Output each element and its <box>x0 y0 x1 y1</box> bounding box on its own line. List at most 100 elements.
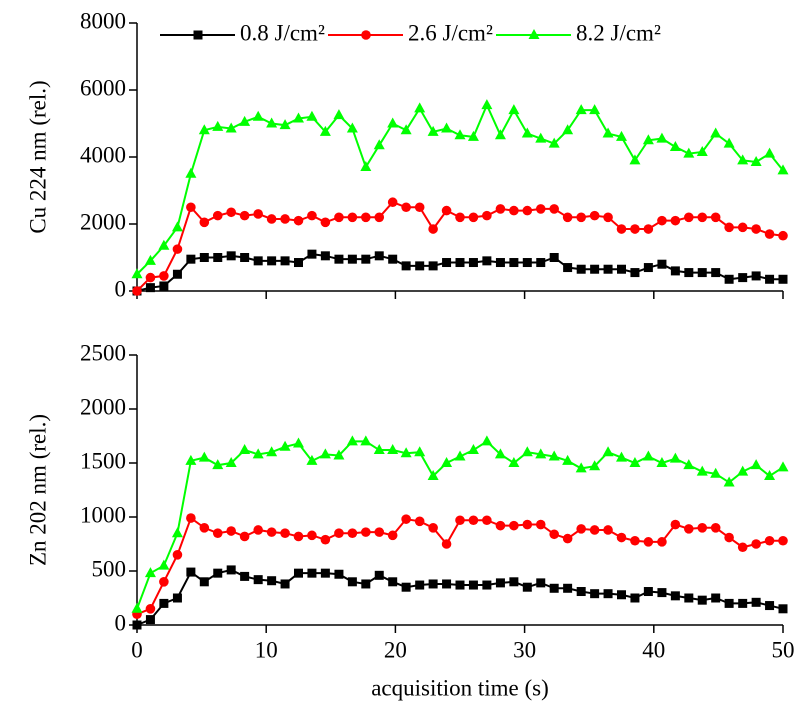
data-point <box>361 579 371 589</box>
data-point <box>212 210 223 221</box>
data-point <box>307 210 317 221</box>
data-point <box>212 120 224 131</box>
data-point <box>428 579 438 589</box>
data-point <box>455 580 465 590</box>
data-point <box>159 598 169 608</box>
data-point <box>307 249 317 259</box>
x-tick-label: 0 <box>131 637 143 662</box>
data-point <box>617 590 626 600</box>
data-point <box>509 577 519 587</box>
data-point <box>657 537 667 547</box>
data-point <box>657 588 667 598</box>
data-point <box>751 224 761 234</box>
data-point <box>226 251 236 261</box>
data-point <box>415 261 425 271</box>
data-point <box>562 533 573 544</box>
data-point <box>536 258 546 268</box>
data-point <box>374 527 385 537</box>
data-point <box>684 212 694 223</box>
data-point <box>319 448 331 459</box>
x-tick-label: 40 <box>642 637 665 662</box>
data-point <box>521 127 533 138</box>
data-point <box>400 447 412 458</box>
data-point <box>764 535 775 546</box>
data-point <box>590 589 600 599</box>
data-point <box>441 539 452 549</box>
x-tick-label: 20 <box>384 637 407 662</box>
data-point <box>630 224 640 234</box>
data-point <box>738 273 748 283</box>
data-point <box>764 229 775 239</box>
data-point <box>683 459 695 470</box>
data-point <box>563 583 573 593</box>
data-point <box>267 576 277 586</box>
data-point <box>549 529 559 540</box>
data-point <box>414 446 426 457</box>
data-point <box>468 212 479 223</box>
data-point <box>172 244 183 254</box>
legend-marker <box>193 30 203 40</box>
data-point <box>589 104 601 115</box>
data-point <box>468 515 479 526</box>
data-point <box>320 217 331 228</box>
data-point <box>657 215 667 226</box>
data-point <box>710 212 721 223</box>
data-point <box>481 435 493 446</box>
data-point <box>711 593 721 603</box>
data-point <box>455 515 465 526</box>
data-point <box>589 460 601 471</box>
data-point <box>562 454 574 465</box>
data-point <box>401 582 411 592</box>
data-point <box>266 527 277 537</box>
data-point <box>468 580 478 590</box>
data-point <box>226 207 236 218</box>
legend-label: 8.2 J/cm² <box>576 20 661 45</box>
data-point <box>199 217 210 228</box>
data-point <box>252 110 264 121</box>
legend-label: 2.6 J/cm² <box>408 20 493 45</box>
data-point <box>185 167 197 178</box>
data-point <box>576 587 586 597</box>
data-point <box>239 210 250 221</box>
data-point <box>629 457 641 467</box>
data-point <box>482 210 492 221</box>
data-point <box>616 130 627 141</box>
data-point <box>240 571 250 581</box>
data-point <box>226 526 236 536</box>
data-point <box>401 202 411 213</box>
data-point <box>576 524 586 534</box>
data-point <box>481 99 493 110</box>
y-axis-label: Cu 224 nm (rel.) <box>25 80 50 233</box>
data-point <box>603 589 613 599</box>
data-point <box>239 115 251 126</box>
data-point <box>320 251 330 261</box>
data-point <box>535 132 547 143</box>
data-point <box>764 469 776 480</box>
data-point <box>643 537 654 547</box>
data-point <box>603 212 613 223</box>
data-point <box>145 272 156 283</box>
x-axis-label: acquisition time (s) <box>371 675 549 700</box>
data-point <box>293 531 304 542</box>
data-point <box>684 593 694 603</box>
data-point <box>333 109 345 120</box>
y-tick-label: 6000 <box>80 75 126 100</box>
data-point <box>509 258 519 268</box>
data-point <box>522 258 532 268</box>
data-point <box>535 204 546 214</box>
data-point <box>334 569 344 579</box>
data-point <box>441 457 453 467</box>
data-point <box>494 448 506 459</box>
data-point <box>454 129 466 140</box>
data-point <box>549 583 559 593</box>
data-point <box>495 204 506 214</box>
data-point <box>159 271 169 281</box>
data-point <box>428 523 438 533</box>
data-point <box>751 597 761 607</box>
data-point <box>495 578 505 588</box>
data-point <box>602 446 614 457</box>
data-point <box>213 568 223 578</box>
data-point <box>603 525 613 535</box>
data-point <box>306 454 318 465</box>
data-point <box>576 212 586 223</box>
